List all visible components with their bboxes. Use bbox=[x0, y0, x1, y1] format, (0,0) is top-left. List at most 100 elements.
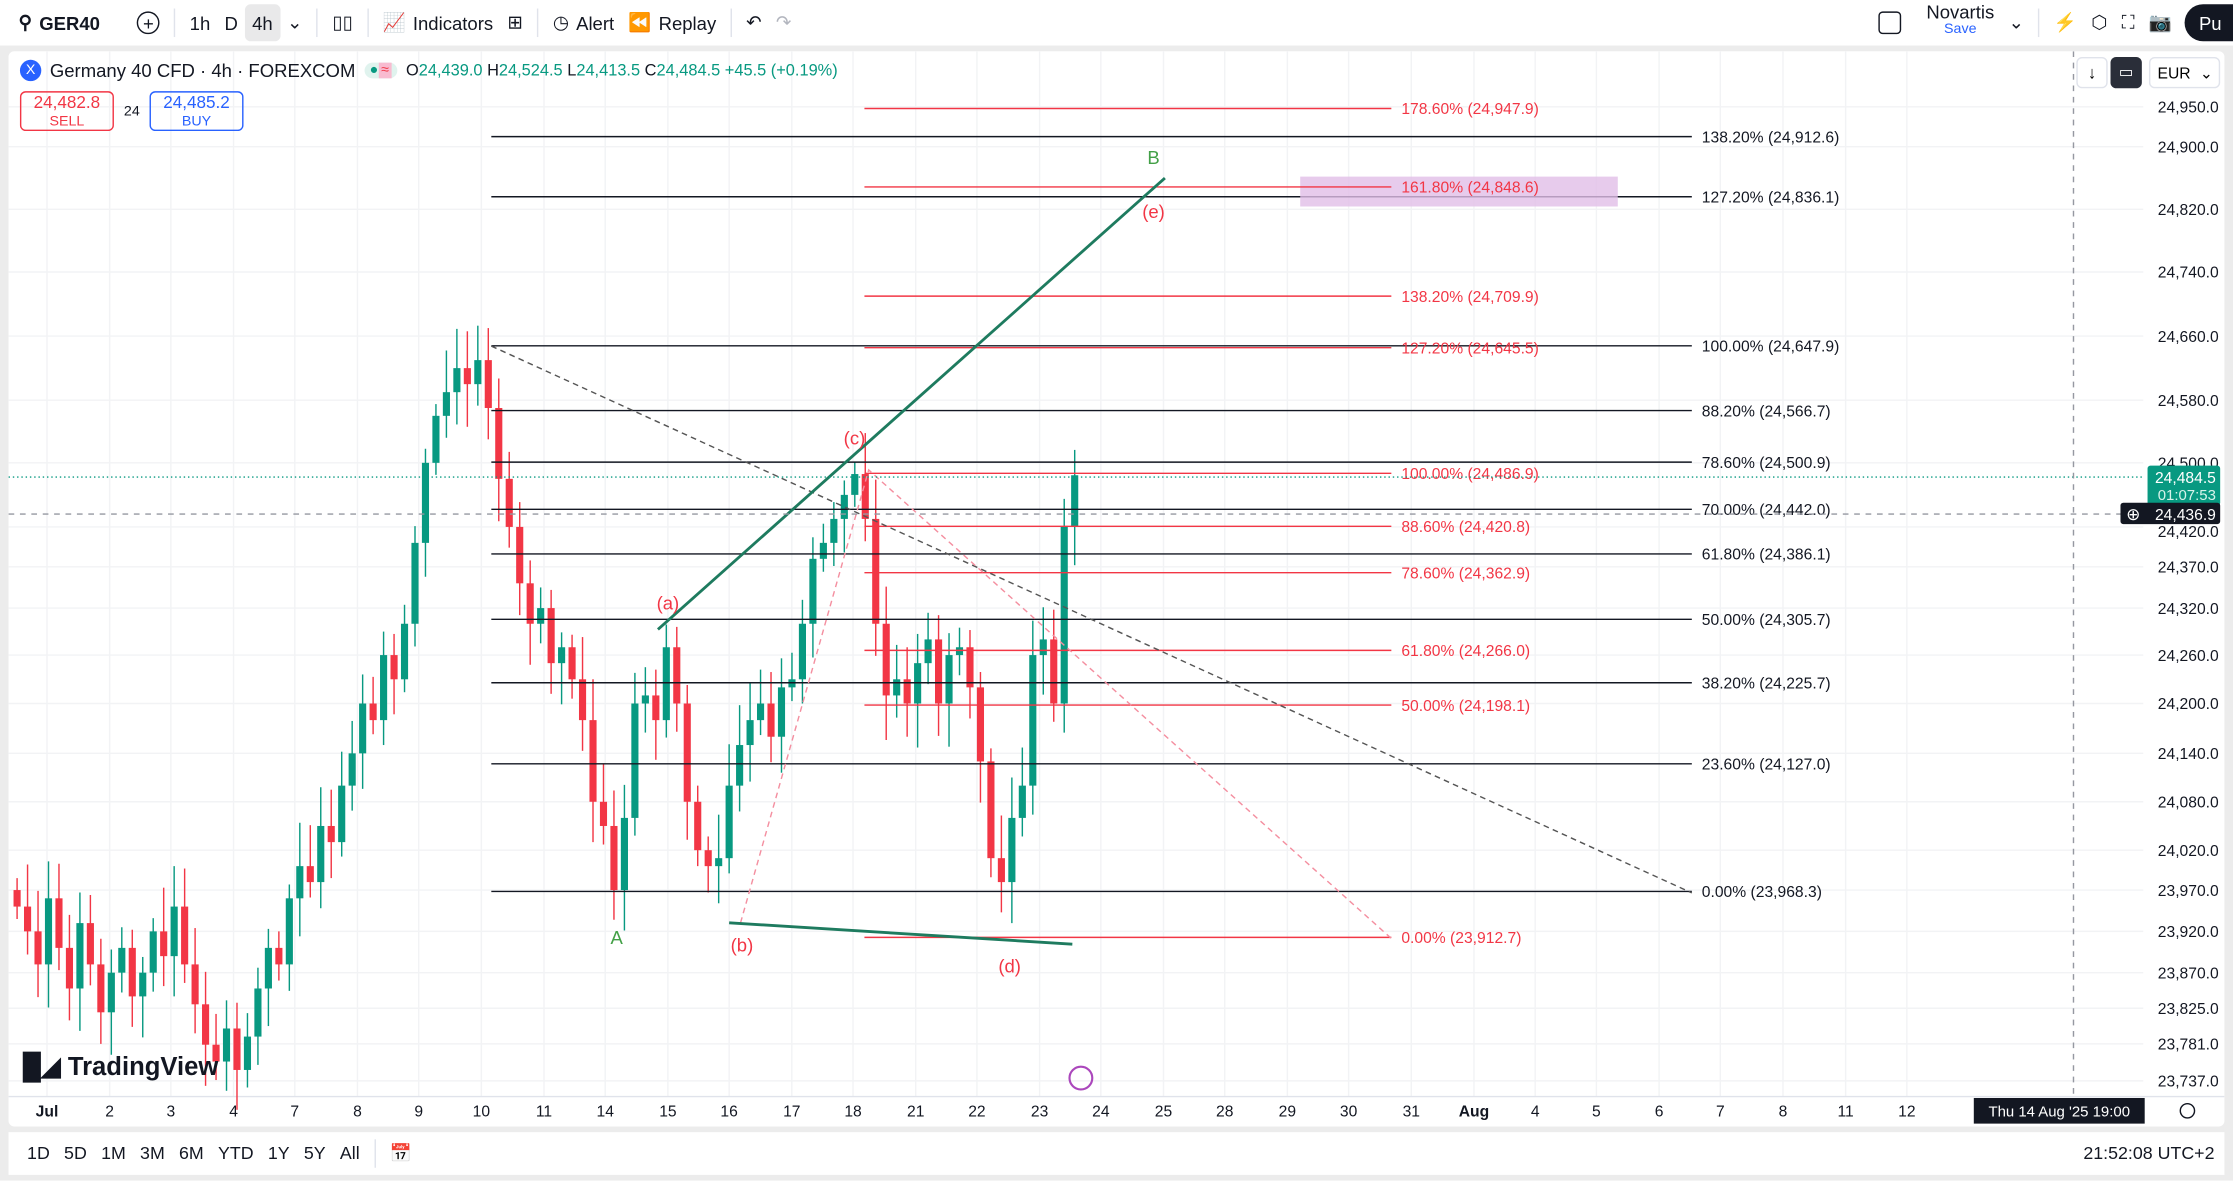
clock[interactable]: 21:52:08 UTC+2 bbox=[2083, 1143, 2215, 1164]
chart-legend: X Germany 40 CFD · 4h · FOREXCOM ● ≈ O24,… bbox=[19, 59, 838, 82]
triangle-upper-line[interactable] bbox=[656, 176, 1166, 631]
chart-pane[interactable]: 138.20% (24,912.6) 127.20% (24,836.1) 100.… bbox=[8, 51, 2225, 1127]
fib-level-label: 78.60% (24,500.9) bbox=[1702, 455, 1831, 472]
candle bbox=[170, 906, 178, 957]
range-3m[interactable]: 3M bbox=[140, 1143, 165, 1164]
candle bbox=[987, 761, 995, 859]
replay-button[interactable]: ⏪ Replay bbox=[621, 4, 723, 41]
fib-base-dashed[interactable] bbox=[739, 468, 1392, 940]
chart-canvas[interactable]: 138.20% (24,912.6)127.20% (24,836.1)100.… bbox=[8, 51, 2225, 1126]
candle bbox=[149, 931, 157, 973]
candle bbox=[610, 825, 618, 891]
fib-level-label: 61.80% (24,386.1) bbox=[1702, 547, 1831, 564]
undo-button[interactable]: ↶ bbox=[739, 4, 769, 41]
axis-settings-icon[interactable] bbox=[2179, 1102, 2196, 1119]
candle bbox=[296, 866, 304, 899]
range-1y[interactable]: 1Y bbox=[267, 1143, 290, 1164]
time-tick: 25 bbox=[1155, 1103, 1173, 1120]
crosshair-price: 24,436.9 bbox=[2155, 507, 2216, 524]
layout-menu[interactable]: Novartis Save bbox=[1919, 3, 2001, 41]
interval-d[interactable]: D bbox=[224, 12, 238, 34]
fib-ext-label: 127.20% (24,645.5) bbox=[1401, 340, 1539, 357]
candle bbox=[118, 947, 126, 973]
range-5d[interactable]: 5D bbox=[64, 1143, 87, 1164]
candle bbox=[24, 906, 32, 932]
settings-button[interactable]: ⬡ bbox=[2084, 4, 2114, 41]
alarm-icon: ◷ bbox=[552, 11, 569, 33]
compare-button[interactable]: + bbox=[130, 4, 167, 41]
candle bbox=[966, 647, 974, 688]
candle bbox=[893, 679, 901, 696]
fib-ext-label: 178.60% (24,947.9) bbox=[1401, 101, 1539, 118]
date-range-icon[interactable]: 📅 bbox=[389, 1142, 412, 1163]
range-1d[interactable]: 1D bbox=[27, 1143, 50, 1164]
candle bbox=[317, 825, 325, 883]
currency-select[interactable]: EUR ⌄ bbox=[2148, 56, 2221, 89]
chart-type-button[interactable]: ▯▯ bbox=[325, 4, 360, 41]
candle bbox=[97, 964, 105, 1013]
search-icon: ⚲ bbox=[18, 11, 33, 33]
alert-button[interactable]: ◷ Alert bbox=[546, 4, 622, 41]
snapshot-button[interactable]: 📷 bbox=[2142, 4, 2179, 41]
tradingview-watermark[interactable]: █◢ TradingView bbox=[23, 1052, 219, 1082]
layout-checkbox[interactable] bbox=[1871, 4, 1908, 41]
templates-button[interactable]: ⊞ bbox=[500, 4, 530, 41]
fullscreen-button[interactable]: ⛶ bbox=[2114, 4, 2141, 41]
price-tick: 23,870.0 bbox=[2158, 965, 2219, 982]
candle bbox=[756, 703, 765, 721]
price-tick: 24,200.0 bbox=[2158, 696, 2219, 713]
add-alert-plus-icon[interactable]: ⊕ bbox=[2126, 505, 2140, 524]
buy-label: BUY bbox=[181, 113, 212, 130]
quick-search-button[interactable]: ⚡ bbox=[2047, 4, 2084, 41]
dashed-trendline[interactable] bbox=[491, 345, 1693, 894]
candle bbox=[976, 687, 985, 762]
range-6m[interactable]: 6M bbox=[179, 1143, 204, 1164]
layout-dropdown[interactable]: ⌄ bbox=[2001, 4, 2031, 41]
buy-price: 24,485.2 bbox=[163, 92, 230, 113]
candle bbox=[935, 639, 943, 704]
event-lightning-icon[interactable] bbox=[1068, 1065, 1094, 1091]
candle bbox=[65, 947, 74, 989]
interval-dropdown[interactable]: ⌄ bbox=[280, 4, 310, 41]
grid-icon: ⊞ bbox=[507, 11, 523, 33]
candles-icon: ▯▯ bbox=[332, 11, 353, 33]
time-tick: Aug bbox=[1459, 1103, 1489, 1120]
auto-scale-button[interactable]: ▭ bbox=[2110, 56, 2142, 89]
time-tick: 2 bbox=[105, 1103, 114, 1120]
triangle-lower-line[interactable] bbox=[729, 921, 1073, 946]
range-all[interactable]: All bbox=[339, 1143, 360, 1164]
fib-ext-label: 50.00% (24,198.1) bbox=[1401, 698, 1530, 715]
indicators-button[interactable]: 📈 Indicators bbox=[376, 4, 501, 41]
redo-button[interactable]: ↷ bbox=[769, 4, 799, 41]
wave-label-B: B bbox=[1147, 147, 1159, 168]
buy-button[interactable]: 24,485.2 BUY bbox=[149, 91, 244, 132]
interval-4h[interactable]: 4h bbox=[244, 4, 280, 42]
candle bbox=[348, 753, 356, 786]
sell-button[interactable]: 24,482.8 SELL bbox=[19, 91, 114, 132]
range-1m[interactable]: 1M bbox=[101, 1143, 126, 1164]
symbol-search[interactable]: ⚲ GER40 bbox=[11, 4, 107, 41]
time-tick: 8 bbox=[353, 1103, 362, 1120]
candle bbox=[861, 474, 869, 519]
candle bbox=[767, 703, 775, 737]
candle bbox=[537, 608, 545, 624]
price-tick: 24,420.0 bbox=[2158, 524, 2219, 541]
rewind-icon: ⏪ bbox=[628, 11, 652, 33]
candle bbox=[798, 623, 806, 680]
range-ytd[interactable]: YTD bbox=[218, 1143, 254, 1164]
bottom-toolbar: 1D 5D 1M 3M 6M YTD 1Y 5Y All 📅 21:52:08 UTC+2 bbox=[8, 1132, 2225, 1175]
candle bbox=[830, 518, 838, 543]
interval-1h[interactable]: 1h bbox=[189, 12, 211, 34]
symbol-title[interactable]: Germany 40 CFD · 4h · FOREXCOM bbox=[49, 59, 356, 82]
scroll-to-latest-button[interactable]: ↓ bbox=[2076, 56, 2108, 89]
candle bbox=[1060, 526, 1068, 704]
save-link[interactable]: Save bbox=[1944, 21, 1977, 38]
undo-icon: ↶ bbox=[746, 11, 762, 33]
publish-button[interactable]: Pu bbox=[2184, 4, 2233, 42]
candle bbox=[222, 1028, 231, 1062]
candle bbox=[997, 858, 1005, 883]
range-5y[interactable]: 5Y bbox=[303, 1143, 326, 1164]
candle bbox=[495, 408, 503, 479]
candle bbox=[191, 964, 199, 1005]
candle bbox=[547, 608, 555, 664]
